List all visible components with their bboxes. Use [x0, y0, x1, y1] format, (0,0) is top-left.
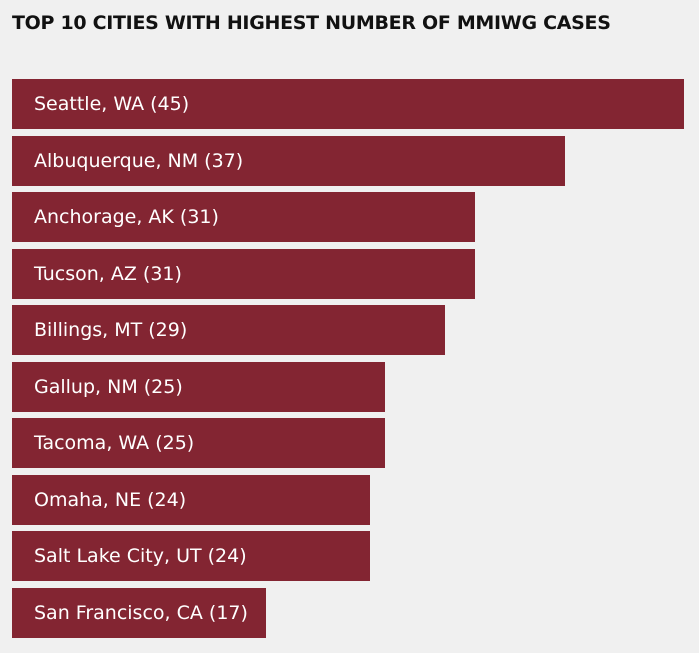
bar: Seattle, WA (45) — [12, 79, 684, 129]
bar: San Francisco, CA (17) — [12, 588, 266, 638]
bar-label: Tacoma, WA (25) — [34, 432, 195, 454]
bar-label: Omaha, NE (24) — [34, 489, 187, 511]
bar-label: Tucson, AZ (31) — [34, 263, 182, 285]
bar-label: Gallup, NM (25) — [34, 376, 183, 398]
bar-label: Albuquerque, NM (37) — [34, 150, 244, 172]
chart-title: TOP 10 CITIES WITH HIGHEST NUMBER OF MMI… — [12, 12, 611, 34]
bar-label: Billings, MT (29) — [34, 319, 188, 341]
bar: Albuquerque, NM (37) — [12, 136, 565, 186]
bar: Tucson, AZ (31) — [12, 249, 475, 299]
bar-label: Seattle, WA (45) — [34, 93, 190, 115]
bar-label: Anchorage, AK (31) — [34, 206, 219, 228]
bar: Tacoma, WA (25) — [12, 418, 385, 468]
bar: Salt Lake City, UT (24) — [12, 531, 370, 581]
bar-label: San Francisco, CA (17) — [34, 602, 248, 624]
bar: Gallup, NM (25) — [12, 362, 385, 412]
bar: Billings, MT (29) — [12, 305, 445, 355]
bar-label: Salt Lake City, UT (24) — [34, 545, 247, 567]
bar: Anchorage, AK (31) — [12, 192, 475, 242]
bar: Omaha, NE (24) — [12, 475, 370, 525]
